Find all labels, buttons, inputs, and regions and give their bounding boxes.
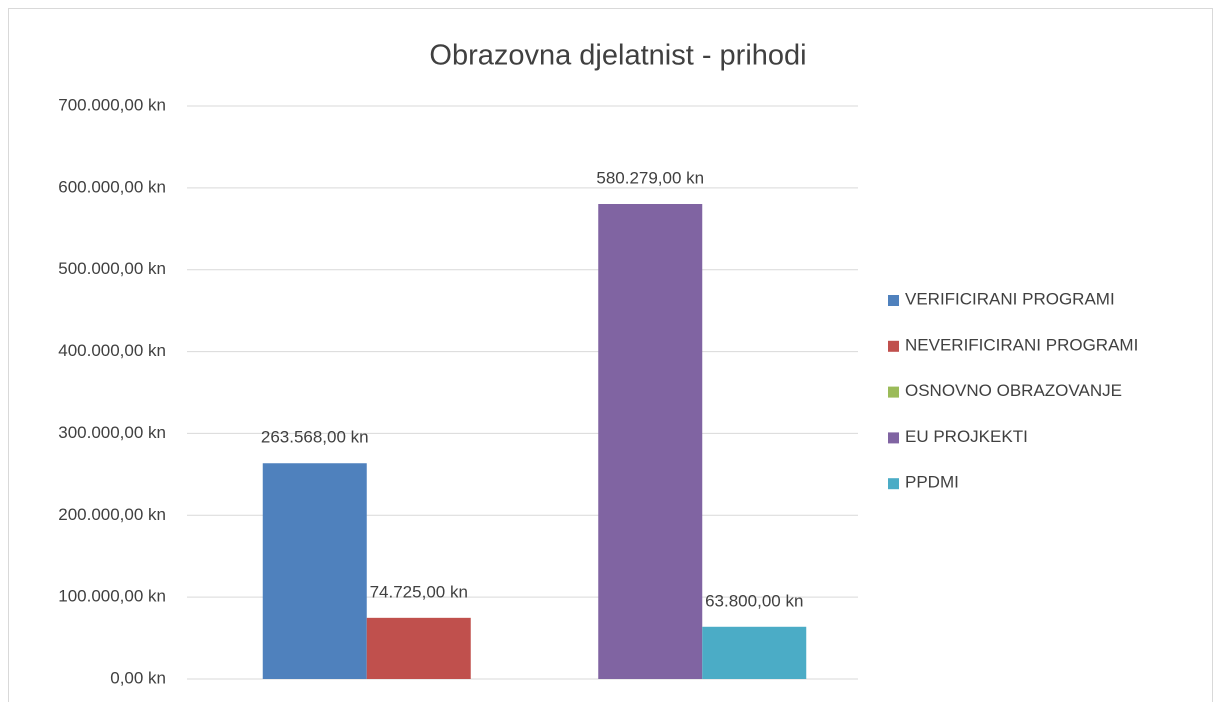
y-tick-label: 400.000,00 kn — [58, 341, 166, 360]
y-tick-label: 200.000,00 kn — [58, 505, 166, 524]
y-tick-label: 600.000,00 kn — [58, 177, 166, 196]
y-tick-label: 0,00 kn — [110, 668, 166, 687]
data-label: 580.279,00 kn — [596, 168, 704, 187]
legend-swatch — [888, 386, 899, 398]
legend-swatch — [888, 295, 899, 306]
y-tick-label: 700.000,00 kn — [58, 95, 166, 114]
legend-label: EU PROJKEKTI — [905, 427, 1028, 446]
chart-title: Obrazovna djelatnist - prihodi — [429, 40, 806, 72]
bar — [702, 626, 807, 679]
y-tick-label: 500.000,00 kn — [58, 259, 166, 278]
bar — [262, 463, 367, 679]
data-label: 263.568,00 kn — [261, 428, 369, 447]
y-tick-label: 300.000,00 kn — [58, 423, 166, 442]
bar — [366, 617, 471, 679]
legend-label: NEVERIFICIRANI PROGRAMI — [905, 335, 1138, 354]
legend-label: PPDMI — [905, 473, 959, 492]
data-label: 74.725,00 kn — [370, 582, 468, 601]
data-label: 63.800,00 kn — [705, 591, 803, 610]
legend-swatch — [888, 478, 899, 490]
bar — [598, 204, 703, 679]
legend-swatch — [888, 340, 899, 352]
legend-label: OSNOVNO OBRAZOVANJE — [905, 381, 1122, 400]
legend-swatch — [888, 432, 899, 444]
y-tick-label: 100.000,00 kn — [58, 587, 166, 606]
legend-label: VERIFICIRANI PROGRAMI — [905, 289, 1115, 308]
